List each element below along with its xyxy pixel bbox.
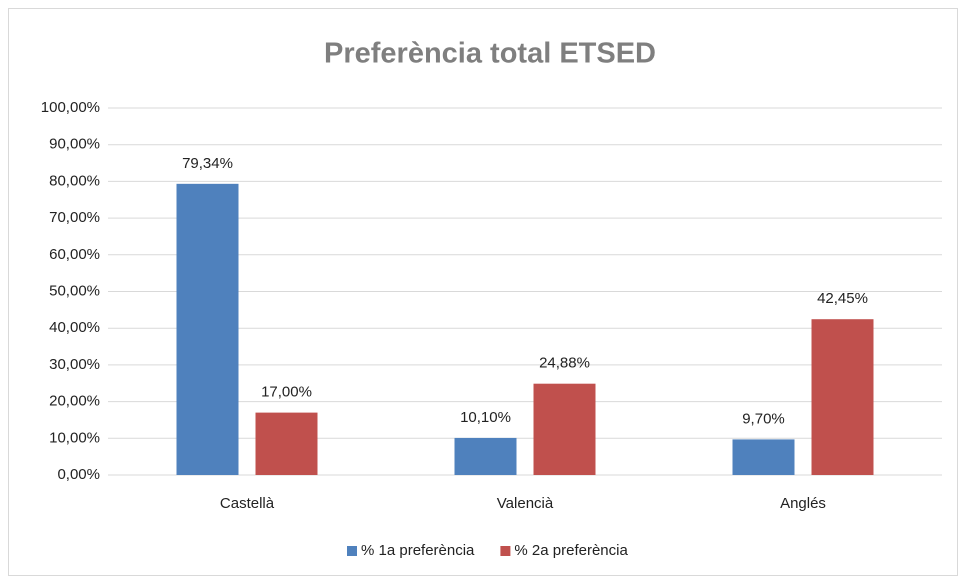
y-tick-label: 40,00% — [49, 319, 100, 336]
legend-label: % 1a preferència — [361, 542, 475, 559]
y-tick-label: 50,00% — [49, 282, 100, 299]
data-label: 79,34% — [182, 155, 233, 172]
y-tick-label: 30,00% — [49, 356, 100, 373]
legend-swatch — [500, 546, 511, 556]
data-label: 9,70% — [742, 410, 785, 427]
y-tick-label: 90,00% — [49, 136, 100, 153]
bar — [176, 183, 239, 475]
y-tick-label: 0,00% — [57, 466, 100, 483]
y-tick-label: 60,00% — [49, 246, 100, 263]
bar — [533, 383, 596, 475]
y-tick-label: 20,00% — [49, 393, 100, 410]
y-tick-label: 70,00% — [49, 209, 100, 226]
bar — [811, 319, 874, 475]
data-label: 42,45% — [817, 290, 868, 307]
y-tick-label: 80,00% — [49, 172, 100, 189]
bar — [732, 439, 795, 475]
data-label: 24,88% — [539, 355, 590, 372]
data-label: 17,00% — [261, 384, 312, 401]
legend-swatch — [347, 546, 357, 556]
x-tick-label: Valencià — [497, 495, 554, 512]
data-label: 10,10% — [460, 409, 511, 426]
y-tick-label: 10,00% — [49, 429, 100, 446]
y-tick-label: 100,00% — [41, 99, 100, 116]
bar — [255, 412, 318, 475]
legend-label: % 2a preferència — [514, 542, 628, 559]
x-tick-label: Anglés — [780, 495, 826, 512]
chart-title: Preferència total ETSED — [324, 38, 656, 70]
bar — [454, 437, 517, 475]
x-tick-label: Castellà — [220, 495, 275, 512]
